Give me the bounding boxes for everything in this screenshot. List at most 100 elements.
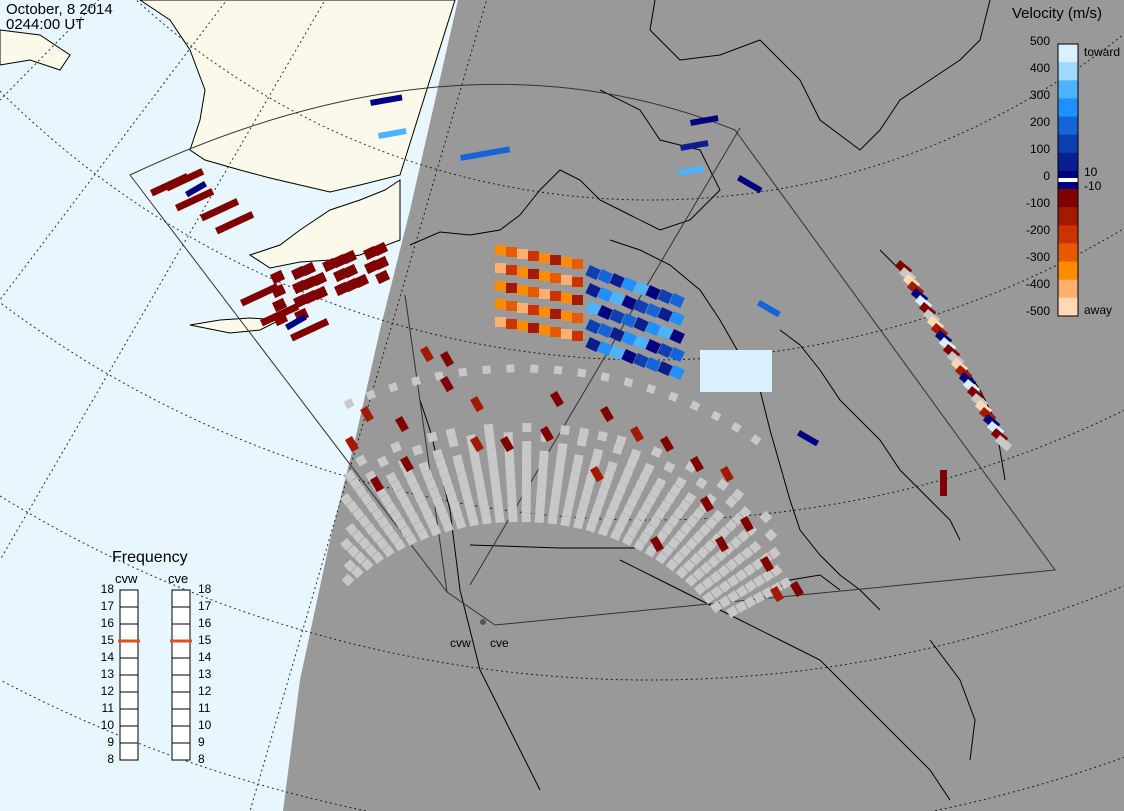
velocity-tick-label: 400	[1029, 61, 1050, 75]
scatter-cell	[711, 509, 725, 523]
scatter-cell	[634, 479, 647, 492]
scatter-cell	[631, 517, 644, 530]
scatter-cell	[370, 530, 383, 543]
scatter-cell	[478, 496, 489, 507]
scatter-cell	[528, 251, 539, 261]
scatter-cell	[345, 436, 359, 453]
scatter-cell	[434, 371, 445, 381]
scatter-cell	[521, 486, 531, 496]
scatter-cell	[557, 442, 568, 453]
scatter-cell	[426, 431, 438, 443]
scatter-cell	[576, 436, 588, 447]
scatter-cell	[735, 585, 749, 598]
colorbar-swatch	[1058, 44, 1078, 63]
scatter-cell	[633, 298, 649, 315]
scatter-cell	[471, 460, 482, 472]
backscatter-layer	[150, 94, 1013, 618]
colorbar-swatch	[1058, 189, 1078, 208]
scatter-cell	[506, 485, 517, 496]
scatter-cell	[465, 507, 477, 518]
scatter-cell	[539, 450, 549, 461]
scatter-cell	[438, 512, 451, 525]
scatter-cell	[432, 448, 444, 460]
scatter-cell	[597, 286, 613, 303]
scatter-cell	[481, 514, 492, 525]
scatter-cell	[621, 533, 634, 546]
scatter-cell	[680, 140, 709, 151]
scatter-cell	[768, 546, 781, 560]
scatter-cell	[484, 432, 495, 443]
scatter-cell	[668, 391, 679, 403]
scatter-cell	[710, 410, 722, 422]
scatter-cell	[591, 504, 603, 516]
scatter-cell	[618, 512, 631, 525]
scatter-cell	[506, 364, 515, 373]
freq-radar-cve: cve	[168, 571, 189, 586]
scatter-cell	[517, 267, 528, 277]
scatter-cell	[645, 320, 661, 337]
frequency-tick-left: 15	[100, 633, 114, 647]
scatter-cell	[585, 300, 601, 317]
scatter-cell	[340, 493, 353, 506]
scatter-cell	[517, 321, 528, 331]
scatter-cell	[663, 461, 676, 474]
scatter-cell	[754, 350, 772, 364]
scatter-cell	[506, 247, 517, 257]
scatter-cell	[683, 492, 697, 505]
scatter-cell	[748, 540, 762, 554]
scatter-cell	[482, 365, 491, 375]
scatter-cell	[655, 551, 668, 565]
scatter-cell	[750, 434, 762, 446]
scatter-cell	[644, 545, 658, 558]
scatter-cell	[612, 491, 624, 503]
scatter-cell	[360, 406, 374, 423]
colorbar-swatch	[1058, 98, 1078, 118]
scatter-cell	[689, 400, 701, 412]
scatter-cell	[692, 567, 706, 581]
scatter-cell	[730, 421, 742, 433]
scatter-cell	[592, 448, 604, 460]
scatter-cell	[600, 406, 614, 423]
scatter-cell	[506, 319, 517, 329]
scatter-cell	[290, 318, 330, 342]
scatter-cell	[700, 496, 714, 513]
scatter-cell	[572, 277, 583, 287]
velocity-tick-label: 0	[1043, 169, 1050, 183]
frequency-title: Frequency	[112, 549, 188, 566]
scatter-cell	[597, 486, 609, 499]
scatter-cell	[714, 548, 728, 562]
frequency-tick-left: 17	[100, 599, 114, 613]
scatter-cell	[343, 469, 357, 483]
scatter-cell	[657, 342, 673, 359]
scatter-cell	[736, 378, 754, 392]
scatter-cell	[474, 478, 485, 490]
scatter-cell	[759, 510, 773, 524]
scatter-cell	[521, 495, 531, 505]
colorbar-swatch	[1058, 243, 1078, 263]
scatter-cell	[351, 530, 365, 543]
scatter-cell	[507, 503, 518, 514]
colorbar-swatch	[1058, 80, 1078, 99]
scatter-cell	[556, 451, 567, 462]
scatter-cell	[769, 586, 784, 603]
scatter-cell	[678, 544, 692, 558]
scatter-cell	[449, 500, 461, 512]
scatter-cell	[493, 504, 504, 515]
colorbar-swatch	[1058, 225, 1078, 244]
scatter-cell	[608, 499, 621, 512]
scatter-cell	[645, 303, 661, 319]
velocity-tick-label: 500	[1029, 34, 1050, 48]
velocity-tick-label: 200	[1029, 115, 1050, 129]
scatter-cell	[657, 288, 673, 305]
scatter-cell	[341, 249, 358, 265]
colorbar-swatch	[1058, 279, 1078, 299]
scatter-cell	[642, 462, 655, 475]
scatter-cell	[522, 450, 532, 460]
scatter-cell	[440, 376, 454, 393]
scatter-cell	[184, 181, 208, 198]
scatter-cell	[717, 564, 731, 578]
scatter-cell	[738, 505, 752, 519]
scatter-cell	[360, 558, 374, 572]
